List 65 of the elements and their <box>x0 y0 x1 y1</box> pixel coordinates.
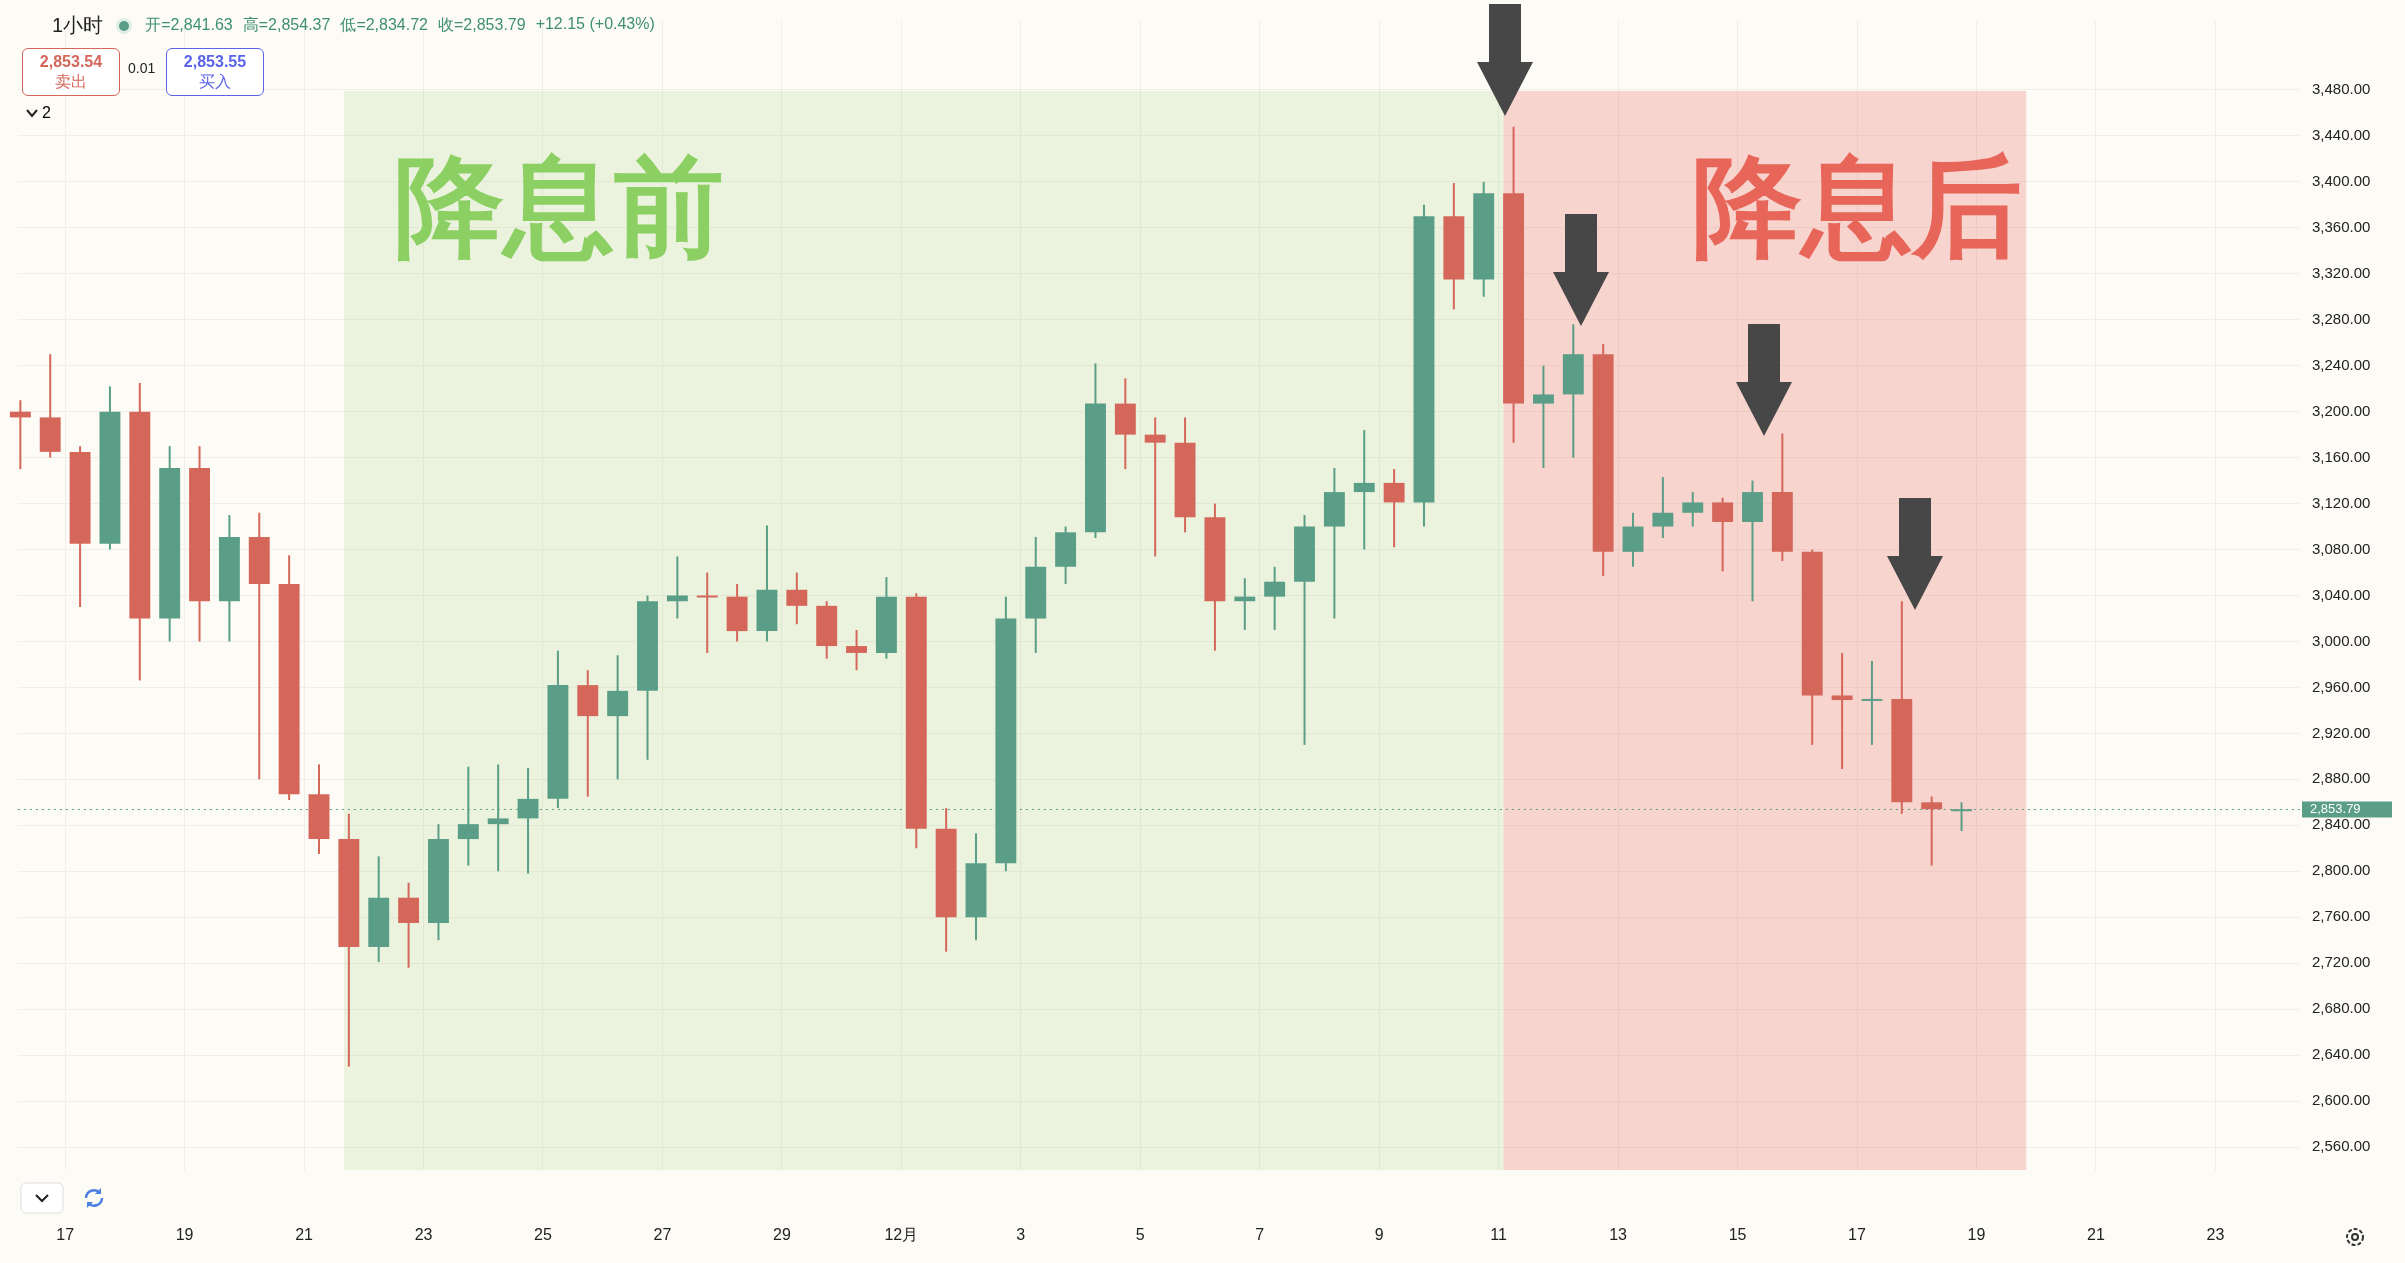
y-tick-label: 2,920.00 <box>2312 723 2371 741</box>
y-tick-label: 2,840.00 <box>2312 815 2371 833</box>
x-tick-label: 13 <box>1609 1226 1628 1244</box>
x-tick-label: 15 <box>1728 1226 1747 1244</box>
y-tick-label: 2,800.00 <box>2312 861 2371 879</box>
y-tick-label: 3,360.00 <box>2312 217 2371 235</box>
x-tick-label: 25 <box>534 1226 552 1244</box>
x-tick-label: 17 <box>1848 1226 1867 1244</box>
annotation: +12.15 (+0.43%) <box>535 15 655 34</box>
candlestick <box>1861 660 1883 745</box>
y-tick-label: 2,960.00 <box>2312 677 2371 695</box>
y-tick-label: 3,240.00 <box>2312 355 2371 373</box>
x-tick-label: 7 <box>1255 1226 1265 1244</box>
candlestick <box>696 572 718 653</box>
y-tick-label: 3,320.00 <box>2312 263 2371 281</box>
candlestick <box>1831 652 1853 769</box>
annotation: 低=2,834.72 <box>340 15 428 35</box>
annotation: 买入 <box>198 72 232 92</box>
annotation: 卖出 <box>54 72 88 92</box>
annotation: 2 <box>42 104 51 122</box>
x-tick-label: 3 <box>1016 1226 1026 1244</box>
y-tick-label: 3,480.00 <box>2312 80 2371 98</box>
y-tick-label: 2,760.00 <box>2312 907 2371 925</box>
candlestick <box>1353 430 1375 550</box>
candlestick <box>1921 796 1943 866</box>
x-tick-label: 5 <box>1135 1226 1145 1244</box>
annotation: 开=2,841.63 <box>145 15 233 35</box>
y-tick-label: 3,120.00 <box>2312 493 2371 511</box>
x-tick-label: 19 <box>1967 1226 1986 1244</box>
y-tick-label: 3,040.00 <box>2312 585 2371 603</box>
candlestick <box>1144 417 1166 557</box>
y-tick-label: 2,640.00 <box>2312 1045 2371 1063</box>
ref-line-label: 2,853.79 <box>2310 801 2361 817</box>
annotation: 2,853.54 <box>38 52 104 72</box>
y-tick-label: 3,080.00 <box>2312 539 2371 557</box>
y-tick-label: 3,000.00 <box>2312 631 2371 649</box>
x-tick-label: 21 <box>2087 1226 2105 1244</box>
x-tick-label: 29 <box>772 1226 791 1244</box>
y-tick-label: 3,400.00 <box>2312 172 2371 189</box>
chart-title: 1小时 <box>52 13 104 38</box>
band-label: 降息后 <box>1692 142 2023 271</box>
y-tick-label: 3,160.00 <box>2312 447 2371 465</box>
x-tick-label: 21 <box>295 1226 314 1244</box>
y-tick-label: 3,280.00 <box>2312 309 2371 327</box>
band-label: 降息前 <box>393 142 724 271</box>
annotation: 2,853.55 <box>182 52 248 72</box>
y-tick-label: 3,440.00 <box>2312 126 2371 144</box>
x-tick-label: 23 <box>414 1226 433 1244</box>
candlestick <box>1532 365 1554 468</box>
annotation: 高=2,854.37 <box>242 15 331 35</box>
x-tick-label: 12月 <box>884 1226 919 1244</box>
y-tick-label: 2,880.00 <box>2312 769 2371 787</box>
x-tick-label: 9 <box>1374 1226 1384 1244</box>
x-tick-label: 27 <box>653 1226 672 1244</box>
y-tick-label: 2,680.00 <box>2312 999 2371 1017</box>
y-tick-label: 3,200.00 <box>2312 401 2371 419</box>
x-tick-label: 11 <box>1490 1226 1508 1244</box>
annotation: 0.01 <box>128 60 156 76</box>
y-tick-label: 2,600.00 <box>2312 1091 2371 1109</box>
y-tick-label: 2,720.00 <box>2312 953 2371 971</box>
x-tick-label: 17 <box>56 1226 75 1244</box>
annotation: 收=2,853.79 <box>438 15 526 35</box>
x-tick-label: 19 <box>175 1226 194 1244</box>
y-tick-label: 2,560.00 <box>2312 1137 2371 1155</box>
x-tick-label: 23 <box>2206 1226 2225 1244</box>
